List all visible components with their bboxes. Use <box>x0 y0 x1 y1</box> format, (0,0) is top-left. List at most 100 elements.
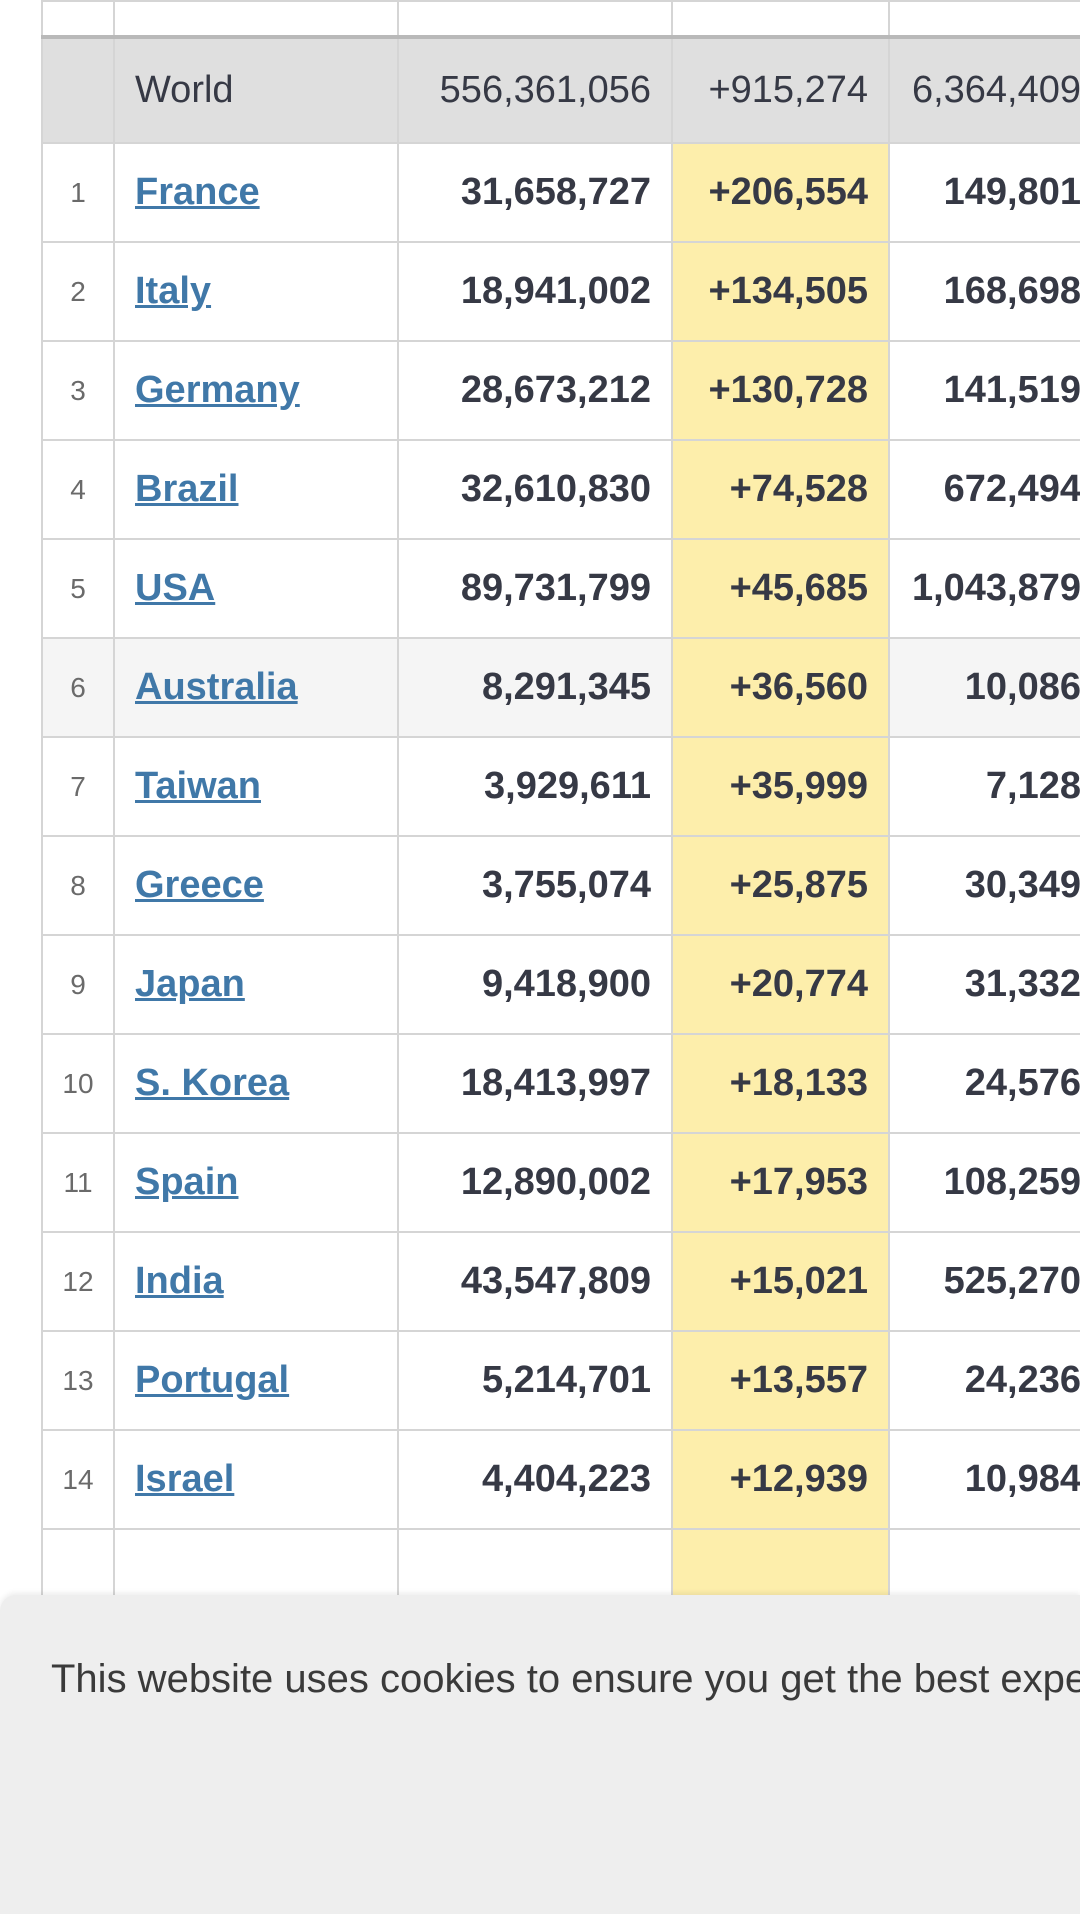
table-row: 1 France 31,658,727 +206,554 149,801 <box>41 142 1080 243</box>
rank-cell: 14 <box>41 1429 115 1530</box>
new-cases-cell: +25,875 <box>671 835 890 936</box>
total-cases-cell: 18,413,997 <box>397 1033 673 1134</box>
country-cell: Greece <box>113 835 399 936</box>
rank-cell: 2 <box>41 241 115 342</box>
new-cases-cell: +35,999 <box>671 736 890 837</box>
table-row: 4 Brazil 32,610,830 +74,528 672,494 <box>41 439 1080 540</box>
total-deaths-cell: 31,332 <box>888 934 1080 1035</box>
table-row: 8 Greece 3,755,074 +25,875 30,349 <box>41 835 1080 936</box>
table-header-row <box>41 0 1080 39</box>
rank-cell: 7 <box>41 736 115 837</box>
header-cell-country[interactable] <box>113 0 399 39</box>
new-cases-cell: +36,560 <box>671 637 890 738</box>
country-link[interactable]: Germany <box>135 369 300 411</box>
table-row: 6 Australia 8,291,345 +36,560 10,086 <box>41 637 1080 738</box>
header-cell-rank[interactable] <box>41 0 115 39</box>
country-cell: France <box>113 142 399 243</box>
country-link[interactable]: Israel <box>135 1458 235 1500</box>
country-cell: India <box>113 1231 399 1332</box>
table-row: 7 Taiwan 3,929,611 +35,999 7,128 <box>41 736 1080 837</box>
new-cases-cell: +12,939 <box>671 1429 890 1530</box>
rank-cell: 1 <box>41 142 115 243</box>
header-cell-total-cases[interactable] <box>397 0 673 39</box>
country-link[interactable]: Greece <box>135 864 264 906</box>
total-deaths-cell: 7,128 <box>888 736 1080 837</box>
country-link[interactable]: Spain <box>135 1161 239 1203</box>
country-link[interactable]: India <box>135 1260 224 1302</box>
rank-cell: 5 <box>41 538 115 639</box>
world-total-deaths-cell: 6,364,409 <box>888 36 1080 144</box>
country-cell: Japan <box>113 934 399 1035</box>
total-cases-cell: 9,418,900 <box>397 934 673 1035</box>
table-row: 11 Spain 12,890,002 +17,953 108,259 <box>41 1132 1080 1233</box>
country-link[interactable]: Brazil <box>135 468 239 510</box>
header-cell-new-cases[interactable] <box>671 0 890 39</box>
total-cases-cell: 3,755,074 <box>397 835 673 936</box>
total-deaths-cell: 24,236 <box>888 1330 1080 1431</box>
total-cases-cell: 3,929,611 <box>397 736 673 837</box>
world-new-cases-cell: +915,274 <box>671 36 890 144</box>
country-link[interactable]: France <box>135 171 260 213</box>
country-cell: USA <box>113 538 399 639</box>
country-cell: Taiwan <box>113 736 399 837</box>
country-cell: S. Korea <box>113 1033 399 1134</box>
rank-cell: 11 <box>41 1132 115 1233</box>
new-cases-cell: +13,557 <box>671 1330 890 1431</box>
total-cases-cell: 5,214,701 <box>397 1330 673 1431</box>
country-cell: Germany <box>113 340 399 441</box>
cookie-consent-banner: This website uses cookies to ensure you … <box>0 1595 1080 1914</box>
covid-cases-table: World 556,361,056 +915,274 6,364,409 1 Fr… <box>41 0 1080 1629</box>
total-cases-cell: 8,291,345 <box>397 637 673 738</box>
total-deaths-cell: 10,086 <box>888 637 1080 738</box>
country-link[interactable]: S. Korea <box>135 1062 290 1104</box>
covid-table-container[interactable]: World 556,361,056 +915,274 6,364,409 1 Fr… <box>41 0 1080 1629</box>
country-link[interactable]: Italy <box>135 270 212 312</box>
cookie-banner-text: This website uses cookies to ensure you … <box>51 1657 1080 1701</box>
country-link[interactable]: Australia <box>135 666 298 708</box>
total-cases-cell: 4,404,223 <box>397 1429 673 1530</box>
country-link[interactable]: Portugal <box>135 1359 290 1401</box>
new-cases-cell: +130,728 <box>671 340 890 441</box>
total-cases-cell: 89,731,799 <box>397 538 673 639</box>
country-link[interactable]: USA <box>135 567 216 609</box>
rank-cell: 6 <box>41 637 115 738</box>
total-cases-cell: 31,658,727 <box>397 142 673 243</box>
new-cases-cell: +17,953 <box>671 1132 890 1233</box>
country-cell: Australia <box>113 637 399 738</box>
new-cases-cell: +206,554 <box>671 142 890 243</box>
rank-cell: 3 <box>41 340 115 441</box>
total-cases-cell: 32,610,830 <box>397 439 673 540</box>
total-cases-cell: 43,547,809 <box>397 1231 673 1332</box>
total-deaths-cell: 672,494 <box>888 439 1080 540</box>
table-row: 3 Germany 28,673,212 +130,728 141,519 <box>41 340 1080 441</box>
rank-cell: 12 <box>41 1231 115 1332</box>
total-cases-cell: 18,941,002 <box>397 241 673 342</box>
table-row: 5 USA 89,731,799 +45,685 1,043,879 <box>41 538 1080 639</box>
world-total-row: World 556,361,056 +915,274 6,364,409 <box>41 36 1080 144</box>
header-cell-total-deaths[interactable] <box>888 0 1080 39</box>
country-link[interactable]: Taiwan <box>135 765 261 807</box>
total-deaths-cell: 141,519 <box>888 340 1080 441</box>
total-cases-cell: 12,890,002 <box>397 1132 673 1233</box>
rank-cell: 4 <box>41 439 115 540</box>
total-cases-cell: 28,673,212 <box>397 340 673 441</box>
total-deaths-cell: 30,349 <box>888 835 1080 936</box>
world-country-cell: World <box>113 36 399 144</box>
country-cell: Spain <box>113 1132 399 1233</box>
total-deaths-cell: 108,259 <box>888 1132 1080 1233</box>
rank-cell: 13 <box>41 1330 115 1431</box>
country-cell: Portugal <box>113 1330 399 1431</box>
table-row: 10 S. Korea 18,413,997 +18,133 24,576 <box>41 1033 1080 1134</box>
new-cases-cell: +74,528 <box>671 439 890 540</box>
table-row: 14 Israel 4,404,223 +12,939 10,984 <box>41 1429 1080 1530</box>
country-cell: Italy <box>113 241 399 342</box>
country-link[interactable]: Japan <box>135 963 245 1005</box>
rank-cell: 10 <box>41 1033 115 1134</box>
table-row: 12 India 43,547,809 +15,021 525,270 <box>41 1231 1080 1332</box>
new-cases-cell: +15,021 <box>671 1231 890 1332</box>
total-deaths-cell: 24,576 <box>888 1033 1080 1134</box>
rank-cell: 9 <box>41 934 115 1035</box>
new-cases-cell: +20,774 <box>671 934 890 1035</box>
total-deaths-cell: 10,984 <box>888 1429 1080 1530</box>
new-cases-cell: +45,685 <box>671 538 890 639</box>
